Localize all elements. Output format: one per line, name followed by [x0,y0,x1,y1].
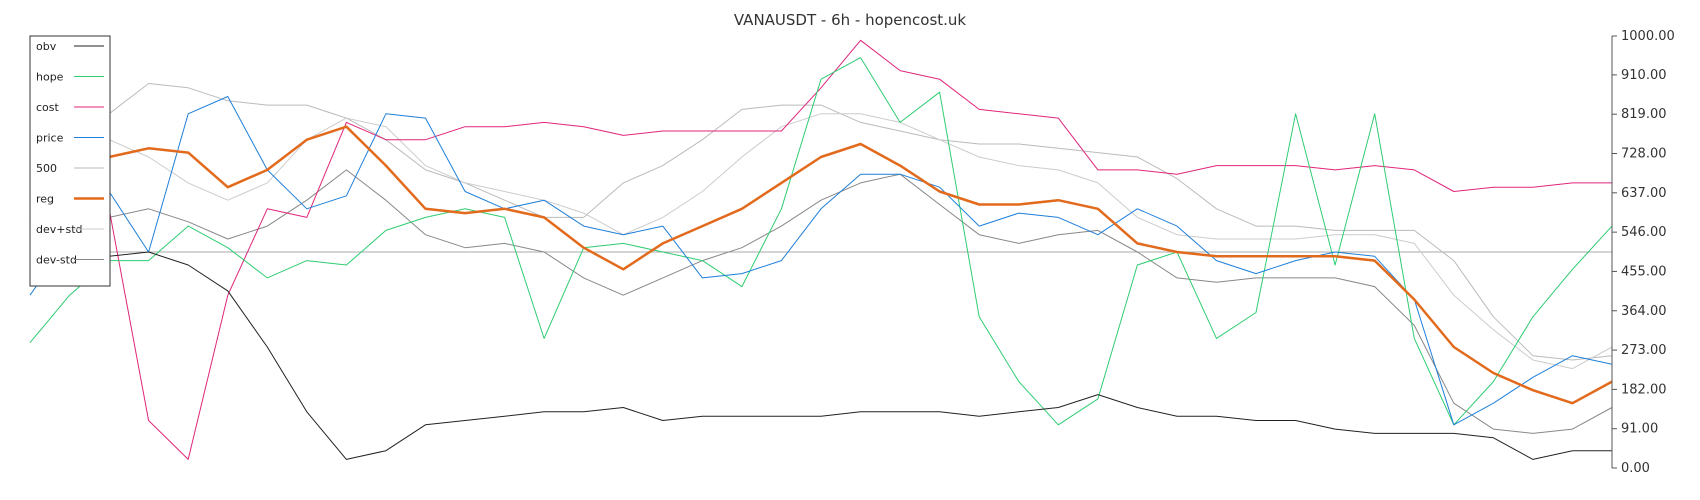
chart-title: VANAUSDT - 6h - hopencost.uk [734,11,967,29]
legend-label: hope [36,71,64,84]
legend-label: price [36,132,64,145]
y-tick-label: 910.00 [1621,68,1667,83]
series-line-dev-std [29,113,1613,370]
legend-label: cost [36,101,60,114]
series-line-cost [29,39,1612,460]
legend-label: reg [36,193,54,206]
y-axis: 1000.00 910.00 819.00 728.00 637.00 546.00 455… [1611,29,1675,476]
series-line-price [29,96,1613,426]
legend-label: dev-std [36,254,77,267]
y-tick-label: 819.00 [1621,107,1667,122]
y-tick-label: 455.00 [1621,264,1667,279]
y-tick-label: 1000.00 [1621,29,1675,44]
y-tick-label: 546.00 [1621,225,1667,240]
y-tick-label: 637.00 [1621,186,1667,201]
legend-label: 500 [36,162,57,175]
y-tick-label: 91.00 [1621,422,1658,437]
series-line-obv [29,238,1612,460]
series-line-500 [29,83,1613,361]
y-tick-label: 728.00 [1621,147,1667,162]
y-tick-label: 0.00 [1621,461,1650,476]
legend-label: obv [36,40,57,53]
y-tick-label: 273.00 [1621,343,1667,358]
plot-area [29,39,1613,460]
y-tick-label: 182.00 [1621,382,1667,397]
legend-box [29,35,111,287]
legend-label: dev+std [36,223,83,236]
series-line-dev-std [29,169,1613,434]
legend: obv hope cost price 500 reg dev+std dev-std [29,35,111,287]
series-line-hope [29,57,1613,426]
y-tick-label: 364.00 [1621,304,1667,319]
series-line-reg [29,125,1613,405]
